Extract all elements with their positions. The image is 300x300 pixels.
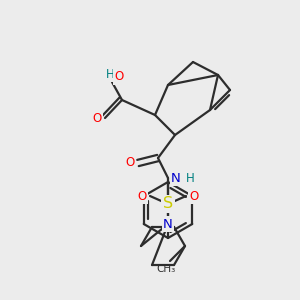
Text: N: N	[163, 218, 173, 230]
Text: H: H	[106, 68, 114, 80]
Text: O: O	[137, 190, 147, 202]
Text: O: O	[114, 70, 124, 83]
Text: CH₃: CH₃	[156, 264, 176, 274]
Text: O: O	[125, 157, 135, 169]
Text: S: S	[163, 196, 173, 211]
Text: H: H	[186, 172, 194, 184]
Text: O: O	[189, 190, 199, 202]
Text: N: N	[171, 172, 181, 184]
Text: O: O	[92, 112, 102, 124]
